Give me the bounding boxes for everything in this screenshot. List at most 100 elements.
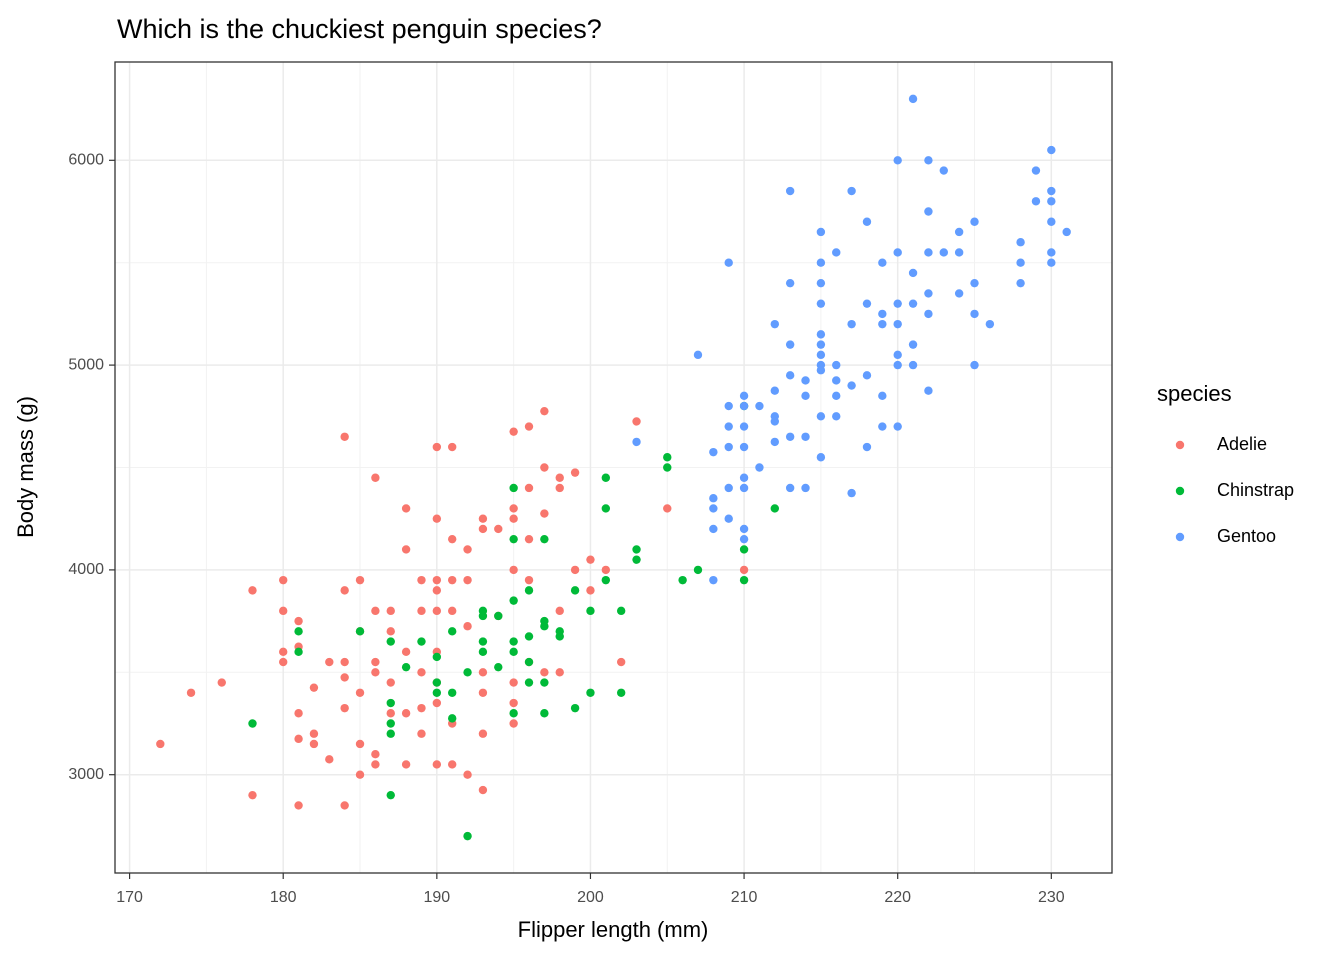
point	[801, 483, 810, 493]
point	[724, 422, 733, 431]
point	[524, 678, 534, 687]
point	[954, 248, 964, 257]
point	[755, 401, 764, 411]
y-tick-label: 6000	[68, 152, 104, 169]
point	[785, 483, 795, 493]
point	[616, 688, 626, 697]
point	[924, 289, 933, 298]
point	[709, 494, 718, 503]
point	[570, 703, 580, 713]
point	[279, 657, 288, 667]
y-tick-label: 4000	[68, 561, 104, 578]
legend-label: Adelie	[1217, 434, 1267, 454]
point	[586, 688, 595, 697]
point	[248, 586, 257, 595]
point	[632, 437, 641, 447]
legend-label: Chinstrap	[1217, 480, 1294, 500]
point	[417, 637, 426, 646]
point	[509, 719, 518, 728]
point	[862, 442, 872, 452]
point	[279, 575, 288, 585]
point	[386, 709, 395, 718]
point	[248, 719, 257, 728]
point	[463, 770, 472, 779]
point	[908, 94, 918, 104]
point	[785, 278, 795, 288]
point	[371, 760, 380, 769]
point	[371, 606, 380, 616]
point	[340, 801, 349, 810]
point	[401, 662, 411, 672]
point	[355, 627, 365, 636]
point	[540, 406, 549, 416]
point	[432, 442, 442, 452]
point	[509, 514, 518, 523]
point	[586, 606, 595, 616]
point	[355, 770, 365, 779]
point	[601, 565, 611, 575]
point	[524, 534, 534, 544]
point	[816, 453, 826, 462]
point	[309, 729, 319, 738]
point	[294, 709, 303, 718]
point	[739, 545, 749, 554]
point	[340, 703, 349, 713]
point	[739, 534, 749, 544]
point	[816, 278, 826, 288]
point	[739, 442, 749, 452]
point	[832, 376, 841, 385]
point	[447, 627, 457, 636]
point	[432, 688, 442, 697]
point	[524, 586, 534, 595]
x-tick-label: 230	[1038, 889, 1065, 906]
point	[632, 417, 641, 426]
point	[893, 299, 902, 308]
point	[447, 760, 457, 769]
point	[432, 698, 442, 708]
point	[417, 606, 426, 616]
point	[570, 565, 580, 575]
point	[386, 678, 395, 687]
point	[478, 647, 488, 657]
point	[739, 565, 749, 575]
point	[279, 606, 288, 616]
x-tick-label: 170	[116, 889, 143, 906]
point	[524, 483, 534, 493]
point	[1047, 197, 1056, 206]
point	[432, 586, 442, 595]
point	[217, 678, 226, 687]
point	[893, 156, 902, 165]
point	[417, 668, 426, 677]
point	[601, 575, 611, 585]
point	[309, 683, 319, 692]
point	[555, 668, 564, 677]
point	[739, 401, 749, 411]
point	[954, 289, 964, 298]
point	[816, 350, 826, 360]
point	[1016, 238, 1025, 247]
point	[785, 432, 795, 441]
point	[939, 248, 948, 257]
legend-label: Gentoo	[1217, 526, 1276, 546]
point	[709, 504, 718, 513]
point	[371, 473, 380, 482]
point	[970, 309, 979, 319]
point	[785, 371, 795, 380]
point	[294, 734, 303, 744]
point	[417, 703, 426, 713]
point	[386, 729, 395, 738]
point	[924, 156, 933, 165]
legend-swatch	[1175, 532, 1185, 542]
point	[401, 504, 411, 513]
point	[816, 412, 826, 421]
point	[632, 545, 641, 554]
point	[371, 750, 380, 759]
point	[739, 473, 749, 482]
point	[724, 401, 733, 411]
point	[1047, 186, 1056, 196]
point	[709, 447, 718, 457]
point	[401, 709, 411, 718]
point	[693, 565, 703, 575]
point	[401, 647, 411, 657]
